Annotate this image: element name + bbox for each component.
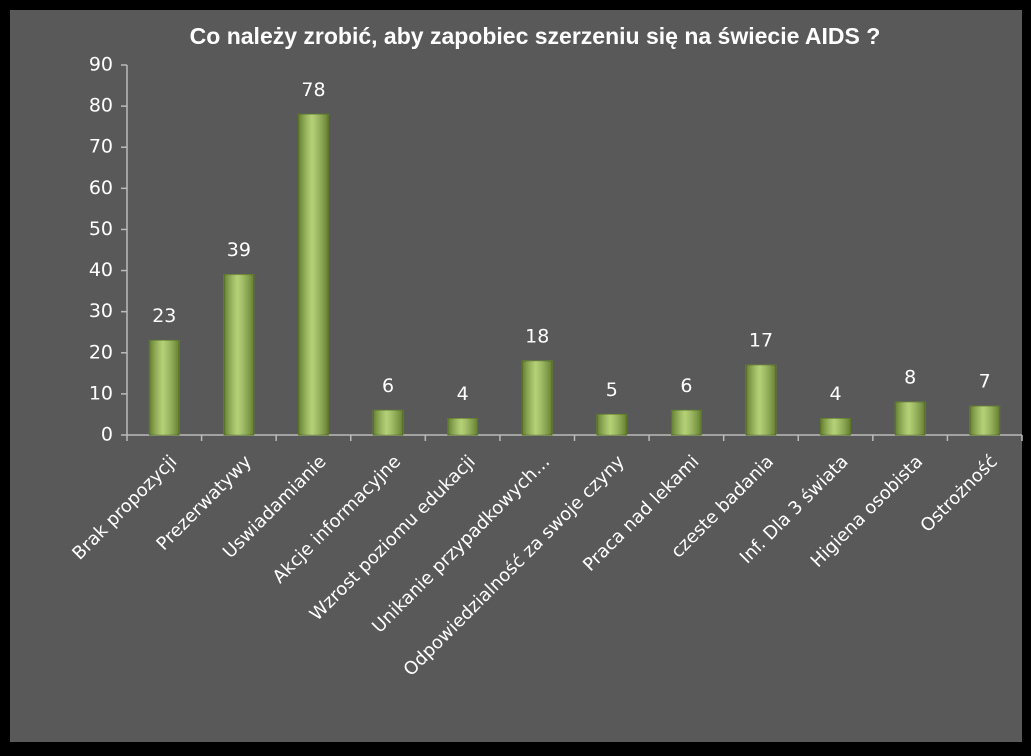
y-tick-label: 30 <box>89 300 113 322</box>
y-tick-label: 40 <box>89 259 113 281</box>
y-tick-label: 70 <box>89 136 113 158</box>
y-tick-label: 80 <box>89 95 113 117</box>
data-label: 7 <box>979 371 991 393</box>
y-tick-label: 60 <box>89 177 113 199</box>
data-label: 39 <box>227 239 251 261</box>
y-tick-label: 50 <box>89 218 113 240</box>
data-label: 17 <box>749 330 773 352</box>
data-label: 6 <box>680 375 692 397</box>
y-tick-label: 90 <box>89 54 113 76</box>
y-tick-label: 0 <box>101 424 113 446</box>
bar <box>596 413 628 436</box>
y-tick-label: 20 <box>89 341 113 363</box>
data-label: 4 <box>829 383 841 405</box>
y-tick-label: 10 <box>89 382 113 404</box>
bar <box>820 418 851 436</box>
data-label: 6 <box>382 375 394 397</box>
bar <box>969 405 1001 436</box>
bar <box>745 364 777 436</box>
data-label: 5 <box>606 379 618 401</box>
data-label: 78 <box>301 79 325 101</box>
bar <box>298 113 329 436</box>
data-label: 4 <box>457 383 469 405</box>
bar <box>447 418 479 436</box>
data-label: 8 <box>904 367 916 389</box>
bar <box>223 274 255 436</box>
chart-title: Co należy zrobić, aby zapobiec szerzeniu… <box>190 23 881 49</box>
bar <box>894 401 926 436</box>
data-label: 18 <box>525 326 549 348</box>
bar <box>670 409 702 436</box>
bar <box>148 339 180 436</box>
bar <box>372 409 404 436</box>
data-label: 23 <box>152 305 176 327</box>
bar <box>521 360 553 436</box>
